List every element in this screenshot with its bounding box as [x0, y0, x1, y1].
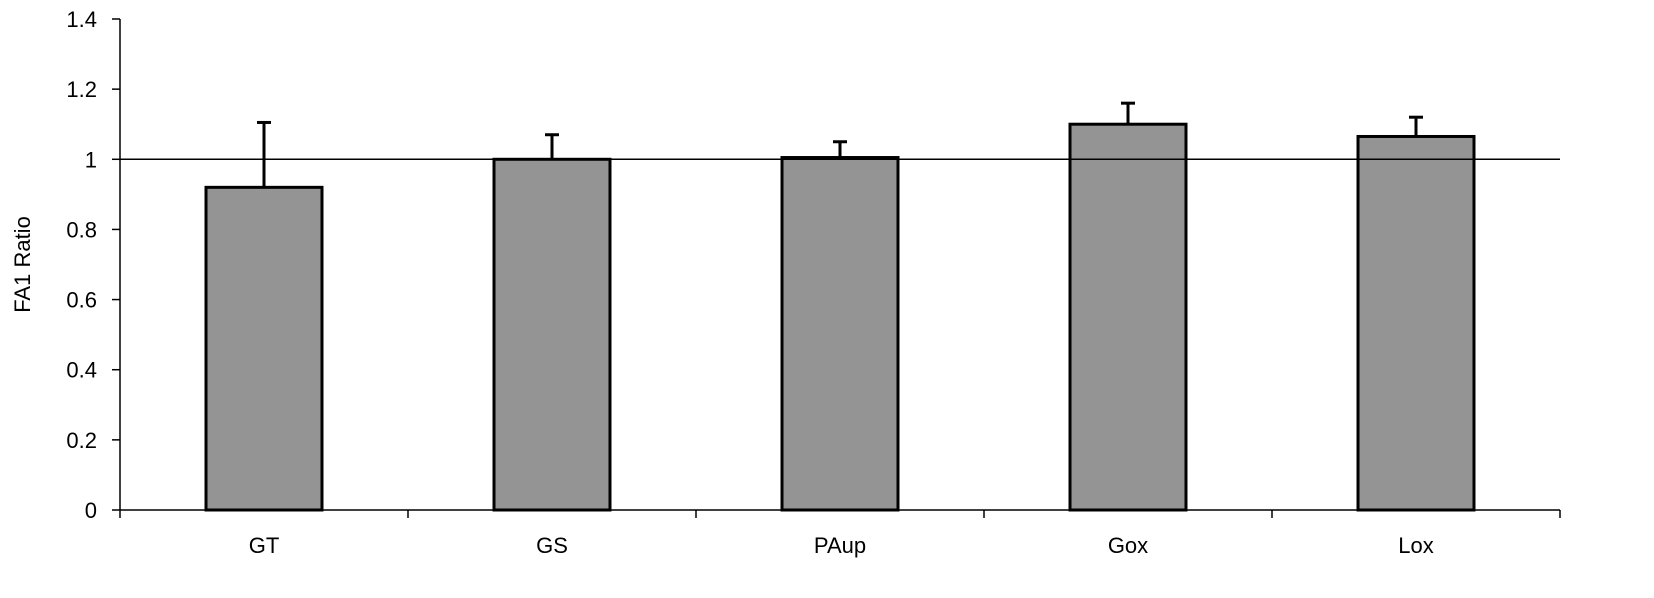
y-axis: 0 0.2 0.4 0.6 0.8 1 1.2 1.4 [66, 7, 121, 523]
bar-gox [1068, 122, 1188, 512]
x-tick-label: Gox [1108, 533, 1148, 558]
y-tick-label: 0 [85, 498, 97, 523]
x-tick-label: GS [536, 533, 568, 558]
y-tick-label: 0.8 [66, 217, 97, 242]
bar-lox [1356, 134, 1476, 512]
bar-gt [204, 185, 324, 512]
y-axis-title: FA1 Ratio [10, 216, 35, 313]
bar-paup [780, 156, 900, 512]
y-tick-label: 1.2 [66, 77, 97, 102]
x-tick-label: PAup [814, 533, 866, 558]
y-tick-label: 1.4 [66, 7, 97, 32]
bar-gs [492, 157, 612, 512]
y-tick-label: 0.4 [66, 358, 97, 383]
x-axis: GT GS PAup Gox Lox [119, 509, 1561, 558]
bars [204, 122, 1476, 512]
error-bars [257, 101, 1423, 188]
x-tick-label: GT [249, 533, 280, 558]
y-tick-label: 1 [85, 147, 97, 172]
y-tick-label: 0.2 [66, 428, 97, 453]
y-tick-label: 0.6 [66, 288, 97, 313]
x-tick-label: Lox [1398, 533, 1433, 558]
